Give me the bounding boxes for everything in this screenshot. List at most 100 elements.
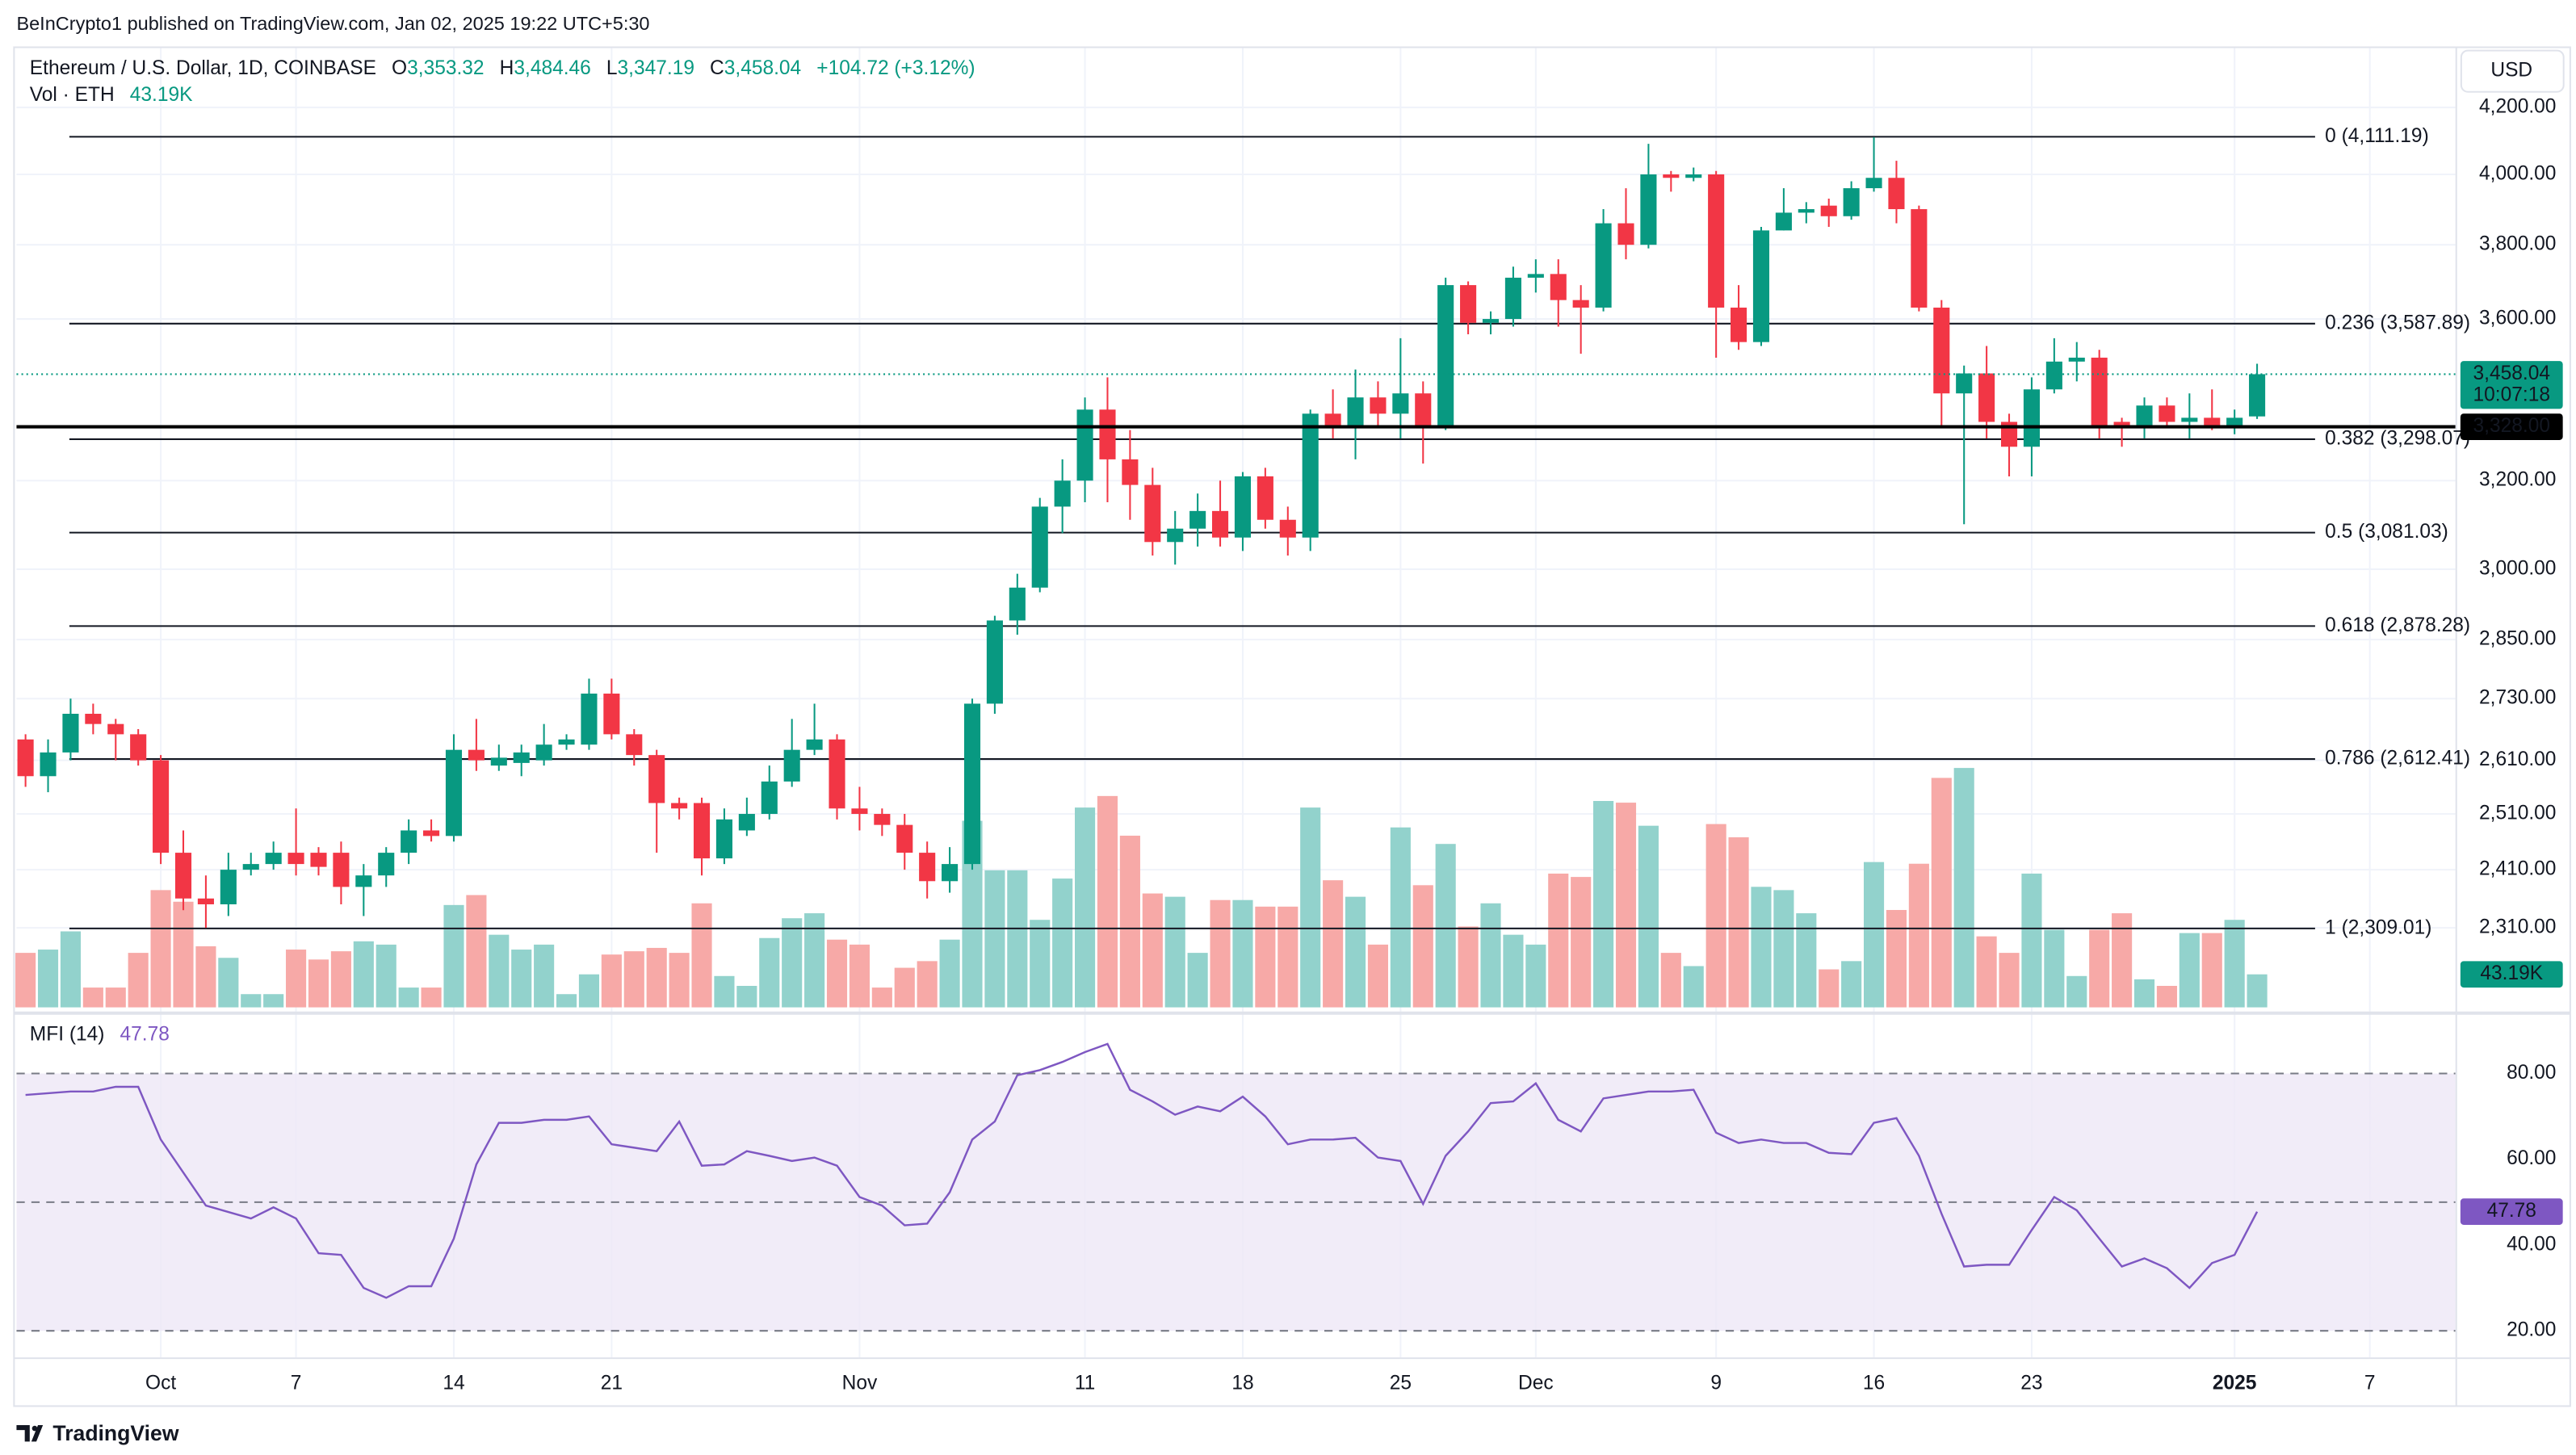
volume-bar bbox=[759, 937, 780, 1008]
candle-body bbox=[1392, 393, 1409, 414]
candle-body bbox=[648, 755, 665, 803]
volume-bar bbox=[1007, 870, 1028, 1008]
attribution: BeInCrypto1 published on TradingView.com… bbox=[16, 13, 649, 34]
price-line-badge bbox=[2460, 413, 2563, 440]
volume-bar bbox=[150, 890, 171, 1008]
volume-bar bbox=[218, 958, 239, 1008]
candle-body bbox=[355, 875, 372, 887]
candle-body bbox=[220, 870, 237, 904]
volume-bar bbox=[1548, 873, 1569, 1008]
candle-body bbox=[2159, 405, 2175, 422]
candle-body bbox=[174, 853, 192, 899]
candle-body bbox=[693, 803, 711, 859]
candle-body bbox=[1617, 223, 1634, 245]
volume-bar bbox=[2179, 933, 2200, 1008]
y-tick-label: 4,000.00 bbox=[2479, 162, 2556, 184]
candle-body bbox=[1211, 510, 1229, 538]
candle-body bbox=[1888, 178, 1905, 210]
mfi-badge bbox=[2460, 1198, 2563, 1226]
candle-body bbox=[1054, 480, 1071, 507]
candle-body bbox=[986, 620, 1003, 704]
volume-bar bbox=[1638, 825, 1659, 1008]
mfi-line bbox=[25, 1042, 2259, 1299]
candle-body bbox=[1099, 409, 1116, 459]
candle-body bbox=[62, 714, 79, 753]
volume-bar bbox=[1255, 906, 1276, 1008]
volume-bar bbox=[353, 941, 374, 1008]
low-value: 3,347.19 bbox=[618, 58, 694, 80]
y-tick-label: 3,200.00 bbox=[2479, 469, 2556, 491]
volume-bar bbox=[1480, 903, 1501, 1008]
y-tick-label: 4,200.00 bbox=[2479, 96, 2556, 118]
candle-body bbox=[1933, 307, 1950, 394]
mfi-legend: MFI (14) 47.78 bbox=[30, 1024, 170, 1046]
x-tick-label: 9 bbox=[1710, 1372, 1722, 1394]
countdown-label: 10:07:18 bbox=[2473, 384, 2550, 406]
currency-label[interactable]: USD bbox=[2490, 60, 2532, 82]
candle-body bbox=[2023, 389, 2040, 447]
candle-body bbox=[1076, 409, 1093, 481]
x-tick-label: 14 bbox=[443, 1372, 464, 1394]
volume-bar bbox=[917, 961, 938, 1008]
volume-bar bbox=[195, 946, 216, 1008]
volume-bar bbox=[894, 967, 915, 1008]
candle-body bbox=[1550, 274, 1567, 300]
volume-bar bbox=[1841, 961, 1862, 1008]
candle-body bbox=[581, 694, 598, 745]
close-key: C bbox=[710, 58, 724, 80]
candle-body bbox=[783, 749, 800, 782]
volume-bar bbox=[782, 918, 803, 1008]
volume-bar bbox=[241, 994, 262, 1008]
volume-bar bbox=[60, 931, 82, 1008]
candle-body bbox=[1257, 476, 1273, 520]
candle-body bbox=[942, 864, 959, 882]
candle-body bbox=[107, 723, 124, 735]
x-tick-label: 7 bbox=[291, 1372, 302, 1394]
volume-bar bbox=[1052, 878, 1073, 1008]
mfi-badge-label: 47.78 bbox=[2487, 1200, 2536, 1222]
volume-bar bbox=[623, 951, 644, 1008]
candle-body bbox=[153, 760, 170, 853]
volume-badge bbox=[2460, 961, 2563, 988]
x-tick-label: 23 bbox=[2020, 1372, 2042, 1394]
volume-bar bbox=[804, 913, 825, 1008]
volume-bar bbox=[826, 939, 848, 1008]
candle-body bbox=[806, 739, 823, 750]
y-tick-label: 2,410.00 bbox=[2479, 858, 2556, 880]
candle-body bbox=[1843, 188, 1860, 216]
candle-body bbox=[1731, 307, 1747, 342]
volume-bar bbox=[2224, 920, 2245, 1008]
volume-bar bbox=[1503, 934, 1524, 1008]
volume-bar bbox=[1908, 863, 1929, 1008]
volume-bar bbox=[736, 986, 757, 1008]
candle-body bbox=[1144, 484, 1161, 543]
fib-level-label: 0 (4,111.19) bbox=[2325, 125, 2429, 147]
mfi-tick-label: 80.00 bbox=[2507, 1062, 2556, 1084]
y-tick-label: 2,610.00 bbox=[2479, 748, 2556, 770]
candle-body bbox=[1956, 373, 1973, 394]
candle-body bbox=[1527, 274, 1544, 278]
price-line-label: 3,328.00 bbox=[2473, 415, 2550, 437]
currency-button[interactable] bbox=[2460, 49, 2565, 93]
y-tick-label: 2,310.00 bbox=[2479, 916, 2556, 938]
candle-body bbox=[1122, 459, 1139, 485]
x-tick-label: 16 bbox=[1863, 1372, 1885, 1394]
volume-bar bbox=[1075, 807, 1096, 1008]
candle-body bbox=[1189, 510, 1206, 529]
candle-body bbox=[2249, 374, 2266, 417]
change-value: +104.72 (+3.12%) bbox=[816, 58, 975, 80]
x-tick-label: Nov bbox=[842, 1372, 878, 1394]
candle-body bbox=[1708, 174, 1725, 308]
candle-body bbox=[1504, 277, 1521, 320]
volume-bar bbox=[1819, 969, 1840, 1008]
x-tick-label: 2025 bbox=[2213, 1372, 2257, 1394]
volume-bar bbox=[601, 954, 622, 1008]
open-value: 3,353.32 bbox=[407, 58, 484, 80]
volume-bar bbox=[1278, 906, 1298, 1008]
candle-body bbox=[85, 714, 102, 724]
volume-bar bbox=[1705, 824, 1726, 1008]
candle-body bbox=[829, 739, 845, 809]
mfi-tick-label: 40.00 bbox=[2507, 1233, 2556, 1255]
